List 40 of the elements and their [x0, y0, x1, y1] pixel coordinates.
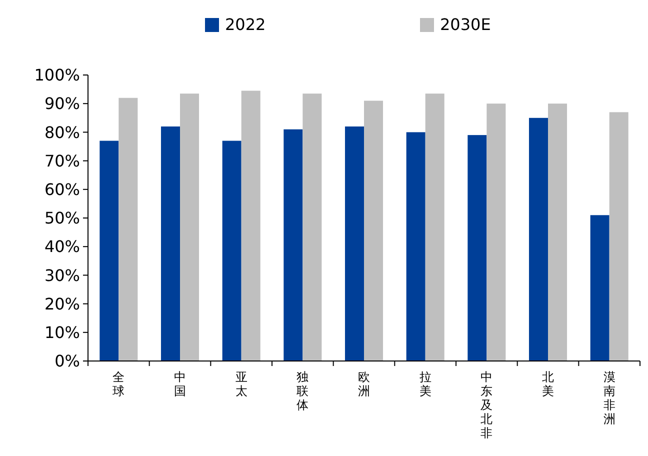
bar [468, 135, 487, 361]
bar [590, 215, 610, 361]
x-tick-label: 拉美 [419, 370, 432, 398]
bar [222, 140, 242, 361]
bar [548, 104, 568, 361]
y-tick-label: 100% [34, 66, 80, 85]
bar [118, 98, 138, 361]
y-tick-label: 60% [44, 180, 80, 199]
y-tick-label: 90% [44, 94, 80, 114]
x-tick-label: 全球 [112, 370, 125, 398]
x-tick-label: 中东及北非 [480, 370, 493, 440]
bar [160, 126, 180, 361]
x-tick-label: 北美 [542, 370, 554, 398]
bar [609, 112, 628, 361]
y-tick-label: 20% [44, 294, 80, 314]
y-tick-label: 10% [44, 323, 80, 342]
x-tick-label: 独联体 [296, 370, 309, 412]
y-tick-label: 0% [54, 352, 80, 371]
y-tick-label: 30% [44, 266, 80, 285]
bar [284, 129, 303, 361]
x-tick-label: 漠南非洲 [603, 370, 616, 426]
bar [406, 132, 426, 361]
legend-label: 2030E [440, 15, 491, 34]
y-tick-label: 70% [44, 151, 80, 170]
bar [486, 104, 506, 361]
bar [528, 118, 548, 361]
bar [302, 94, 322, 361]
bar [344, 126, 364, 361]
bar [241, 90, 260, 361]
legend-label: 2022 [225, 15, 266, 34]
bar [180, 94, 200, 361]
x-tick-label: 中国 [174, 370, 186, 398]
bar [100, 140, 119, 361]
y-tick-label: 50% [44, 208, 80, 228]
x-tick-label: 亚太 [235, 370, 248, 398]
y-tick-label: 40% [44, 237, 80, 256]
y-tick-label: 80% [44, 122, 80, 142]
x-tick-label: 欧洲 [358, 370, 370, 398]
bar [425, 94, 444, 361]
bar [364, 100, 384, 361]
